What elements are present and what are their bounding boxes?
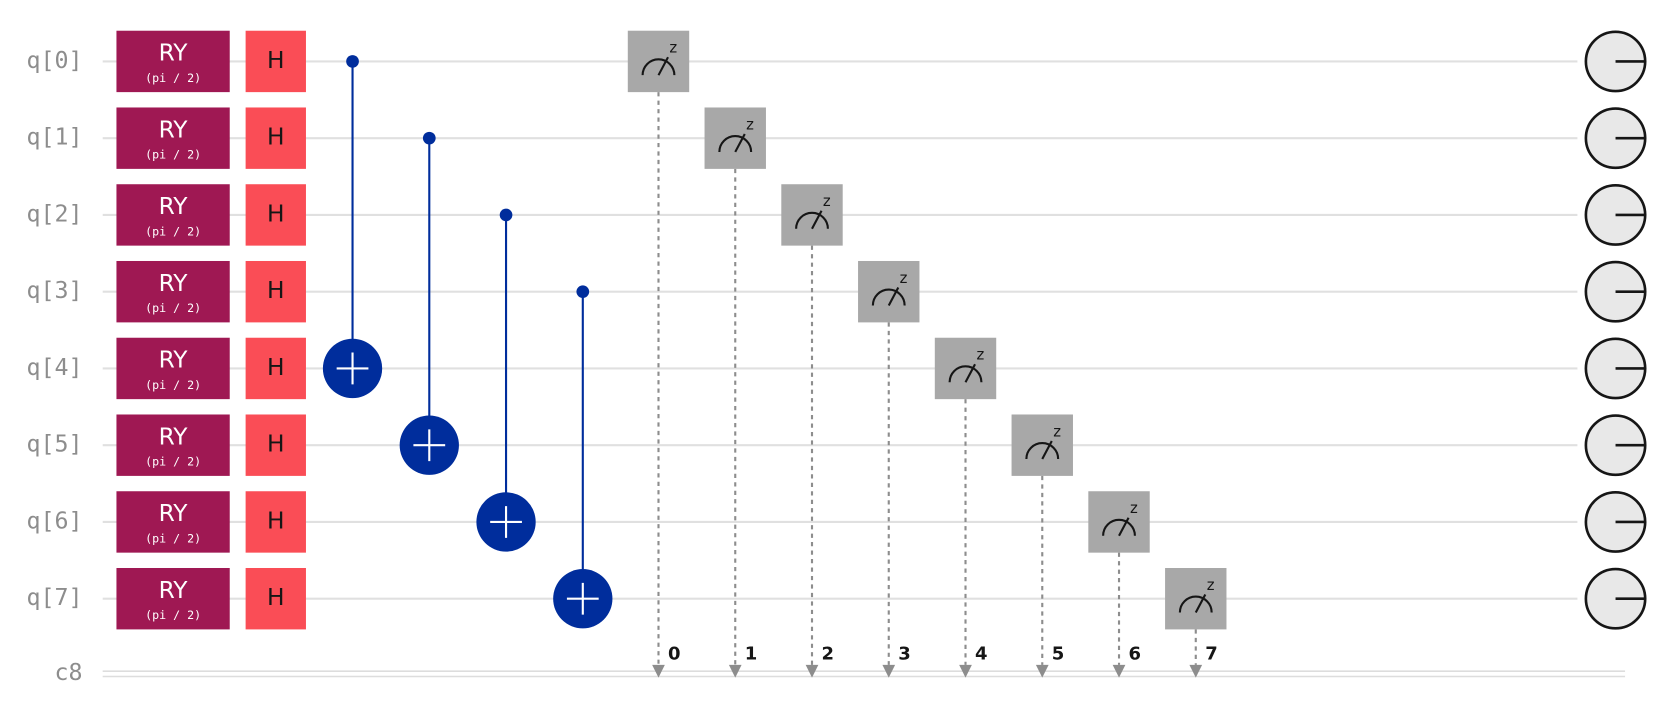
h-label: H [267,200,285,227]
bit-label: 2 [822,643,835,664]
qubit-label: q[1] [26,124,82,151]
bit-label: 4 [975,643,988,664]
ry-label: RY [159,423,189,450]
bit-label: 6 [1129,643,1142,664]
h-label: H [267,124,285,151]
measure-arrow [652,664,665,678]
measure-arrow [882,664,896,678]
meter-icon [795,210,829,230]
ry-label: RY [159,270,189,297]
ry-gate [116,414,230,476]
ry-label: RY [159,577,189,604]
cnot-plus [490,506,522,538]
h-gate [245,414,306,476]
measure-gate [1165,567,1227,630]
bit-label: 1 [745,643,758,664]
ry-gate [116,260,230,323]
bit-label: 7 [1205,643,1218,664]
ry-param: (pi / 2) [145,531,201,545]
measure-basis: z [746,116,754,133]
ry-gate [116,491,230,553]
h-gate [245,107,306,169]
ry-param: (pi / 2) [145,378,201,392]
ry-param: (pi / 2) [145,71,201,85]
cnot-control [346,55,359,68]
ry-label: RY [159,40,189,67]
cnot-control [499,208,513,222]
qubit-label: q[3] [26,277,82,304]
measure-basis: z [900,270,908,287]
h-label: H [267,507,285,534]
ry-gate [116,107,230,169]
measure-basis: z [1053,423,1061,440]
measure-gate [1011,414,1073,476]
measure-arrow [1112,664,1126,678]
ry-gate [116,337,230,400]
bit-label: 5 [1052,643,1065,664]
measure-arrow [1189,664,1203,678]
h-gate [245,337,306,400]
h-label: H [267,277,285,304]
ry-param: (pi / 2) [145,608,201,622]
h-gate [245,567,306,630]
measure-arrow [805,664,819,678]
h-label: H [267,47,285,74]
meter-icon [871,286,906,306]
measure-basis: z [669,40,677,57]
cnot-plus [413,429,446,462]
meter-icon [641,56,676,76]
h-gate [245,184,306,246]
cnot-plus [566,582,599,615]
h-label: H [267,354,285,381]
ry-gate [116,184,230,246]
ry-gate [116,30,230,93]
measure-gate [704,107,766,169]
h-label: H [267,584,285,611]
measure-gate [627,30,690,93]
measure-basis: z [823,193,831,210]
qubit-label: q[5] [26,431,82,458]
measure-gate [781,184,843,246]
meter-icon [1102,517,1136,537]
measure-basis: z [976,347,984,364]
ry-param: (pi / 2) [145,224,201,238]
measure-arrow [728,664,742,678]
meter-icon [1025,440,1060,460]
ry-param: (pi / 2) [145,301,201,315]
bit-label: 3 [898,643,911,664]
qubit-label: q[2] [26,200,82,227]
measure-gate [858,260,920,323]
register-label: c8 [55,659,83,686]
measure-gate [934,337,997,400]
meter-icon [948,363,983,383]
meter-icon [1178,593,1213,613]
measure-gate [1088,491,1150,553]
h-gate [245,30,306,93]
cnot-plus [336,352,369,385]
h-label: H [267,431,285,458]
ry-label: RY [159,193,189,220]
measure-arrow [959,664,972,678]
ry-param: (pi / 2) [145,148,201,162]
h-gate [245,260,306,323]
qubit-label: q[6] [26,507,82,534]
ry-label: RY [159,500,189,527]
measure-arrow [1035,664,1049,678]
cnot-control [576,285,590,299]
measure-basis: z [1130,500,1138,517]
ry-label: RY [159,116,189,143]
qubit-label: q[7] [26,584,82,611]
meter-icon [718,133,753,153]
bit-label: 0 [668,643,681,664]
measure-basis: z [1207,577,1215,594]
ry-label: RY [159,347,189,374]
h-gate [245,491,306,553]
qubit-label: q[4] [26,354,82,381]
ry-gate [116,567,230,630]
qubit-label: q[0] [26,47,82,74]
ry-param: (pi / 2) [145,455,201,469]
cnot-control [422,131,436,145]
